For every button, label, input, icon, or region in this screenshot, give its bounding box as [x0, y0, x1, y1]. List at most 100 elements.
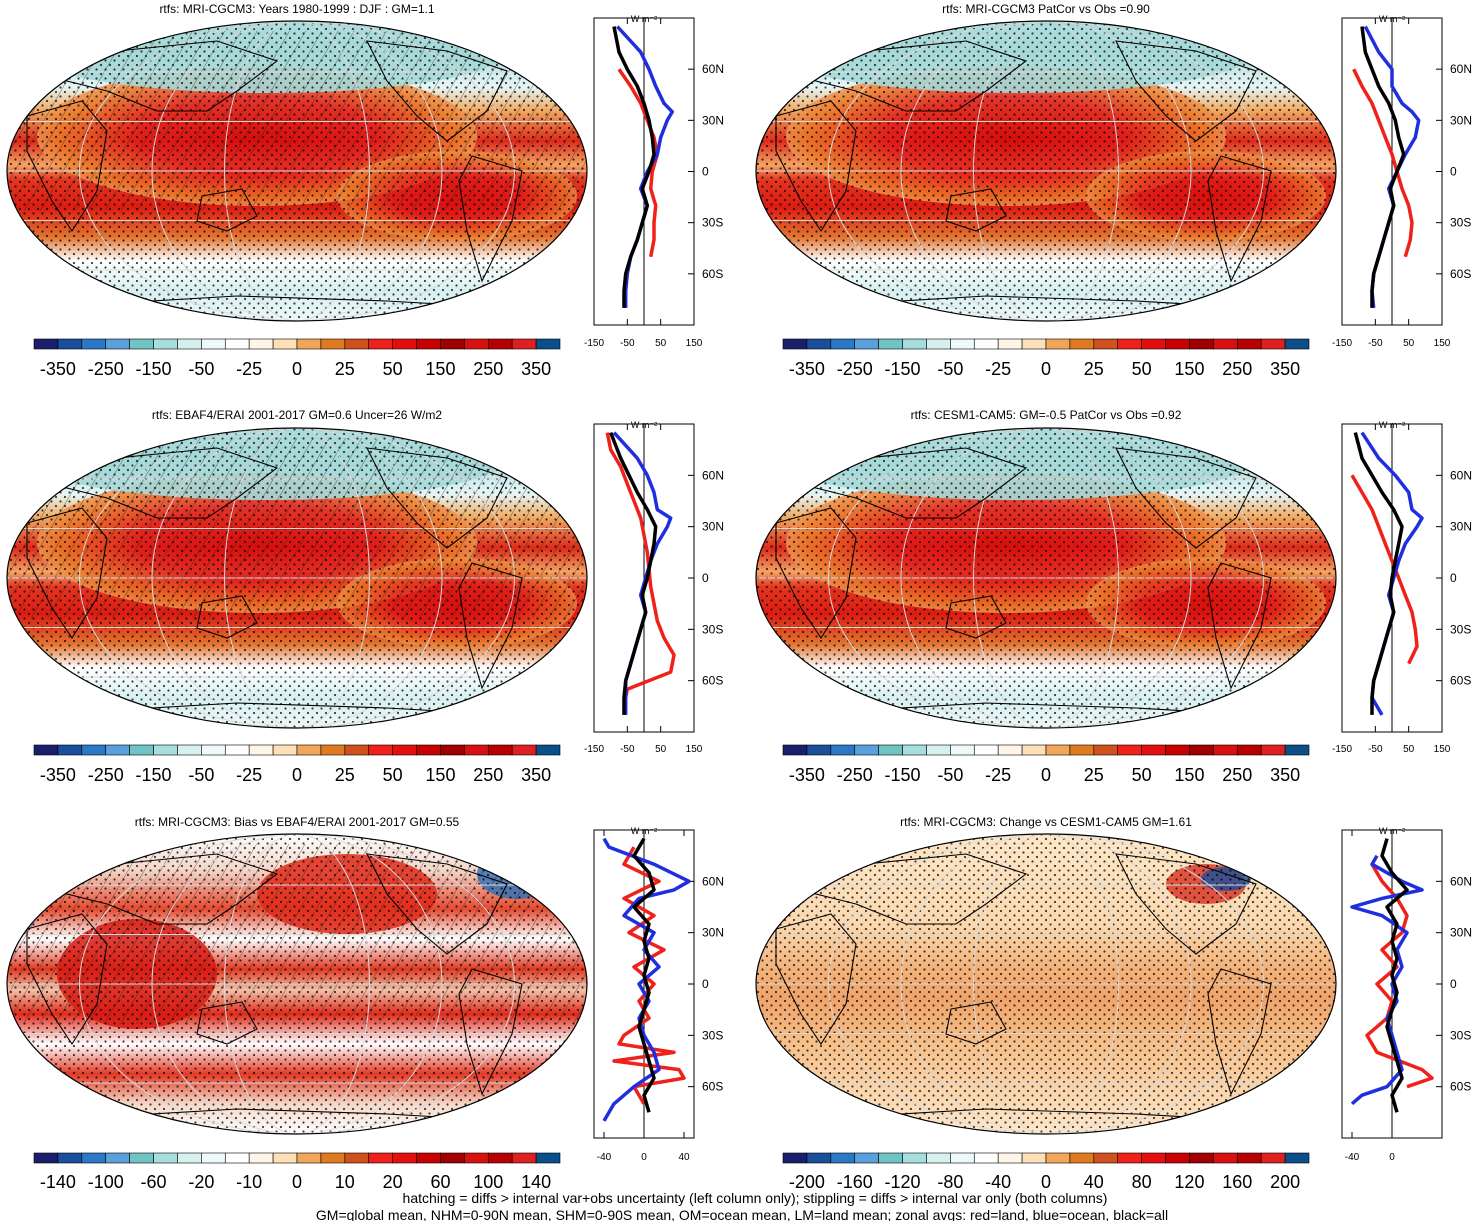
zonal-mean-plot: W m⁻² 60N 30N 0 30S 60S -150 -50 50 150 [1332, 420, 1472, 755]
map-border [755, 833, 1337, 1135]
colorbar-swatch [81, 338, 107, 350]
colorbar-label: 50 [1132, 359, 1152, 379]
colorbar-swatch [296, 1152, 322, 1164]
lat-label: 30N [702, 926, 724, 940]
colorbar-swatch [1117, 338, 1142, 350]
x-tick-label: -150 [1332, 744, 1352, 755]
colorbar-swatch [464, 744, 489, 756]
lat-label: 60N [1450, 874, 1472, 888]
colorbar-label: -25 [985, 359, 1011, 379]
colorbar-swatch [416, 1152, 441, 1164]
colorbar-label: 200 [1270, 1172, 1300, 1192]
colorbar-label: 350 [521, 359, 551, 379]
colorbar-swatch [248, 338, 274, 350]
x-tick-label: -150 [584, 338, 604, 349]
colorbar-label: 0 [292, 359, 302, 379]
colorbar-swatch [1260, 744, 1286, 756]
colorbar-swatch [806, 1152, 832, 1164]
colorbar-swatch [782, 744, 808, 756]
lat-label: 0 [1450, 165, 1457, 179]
colorbar-label: -250 [837, 359, 873, 379]
colorbar-swatch [177, 1152, 202, 1164]
x-tick-label: 150 [686, 338, 703, 349]
lat-label: 60N [702, 62, 724, 76]
colorbar-swatch [177, 338, 202, 350]
colorbar-label: -200 [789, 1172, 825, 1192]
colorbar-swatch [440, 338, 465, 350]
colorbar-swatch [535, 338, 561, 350]
colorbar-swatch [973, 744, 999, 756]
colorbar-swatch [1093, 1152, 1119, 1164]
colorbar-label: -25 [236, 359, 262, 379]
colorbar-swatch [926, 338, 951, 350]
colorbar-swatch [105, 338, 130, 350]
map [756, 21, 1336, 321]
colorbar-swatch [1045, 1152, 1071, 1164]
zonal-units: W m⁻² [1379, 14, 1405, 24]
colorbar-swatch [1069, 1152, 1095, 1164]
colorbar-label: -80 [937, 1172, 963, 1192]
colorbar-label: 80 [1132, 1172, 1152, 1192]
colorbar: -350 -250 -150 -50 -25 0 25 50 150 250 350 [782, 338, 1310, 379]
graticule [7, 21, 587, 321]
zonal-mean-plot: W m⁻² 60N 30N 0 30S 60S -150 -50 50 150 [1332, 14, 1472, 349]
colorbar-label: -20 [188, 1172, 214, 1192]
zonal-series-land [1365, 863, 1434, 1089]
colorbar-swatch [830, 744, 856, 756]
colorbar-label: -150 [136, 359, 172, 379]
colorbar-label: -50 [937, 765, 963, 785]
lat-label: 60S [1450, 267, 1471, 281]
x-tick-label: -40 [1345, 1152, 1360, 1163]
colorbar-label: 0 [1041, 765, 1051, 785]
graticule [7, 834, 587, 1134]
lat-label: 0 [1450, 977, 1457, 991]
lat-label: 30S [1450, 216, 1471, 230]
colorbar-label: -350 [789, 765, 825, 785]
colorbar-swatch [272, 338, 298, 350]
zonal-mean-plot: W m⁻² 60N 30N 0 30S 60S -150 -50 50 150 [584, 420, 724, 755]
colorbar-swatch [392, 744, 417, 756]
colorbar-swatch [1189, 1152, 1214, 1164]
lat-label: 0 [702, 165, 709, 179]
colorbar-swatch [830, 338, 856, 350]
colorbar-swatch [296, 744, 322, 756]
colorbar-swatch [368, 338, 393, 350]
colorbar-swatch [272, 1152, 298, 1164]
colorbar-label: -150 [885, 359, 921, 379]
colorbar-swatch [392, 1152, 417, 1164]
colorbar-swatch [416, 338, 441, 350]
colorbar-swatch [535, 744, 561, 756]
zonal-units: W m⁻² [631, 14, 657, 24]
lat-label: 60S [1450, 674, 1471, 688]
colorbar-swatch [1189, 744, 1214, 756]
colorbar-swatch [782, 338, 808, 350]
colorbar-label: 0 [1041, 359, 1051, 379]
colorbar-label: -100 [88, 1172, 124, 1192]
colorbar-label: -250 [88, 359, 124, 379]
map [756, 428, 1336, 728]
colorbar-swatch [487, 1152, 513, 1164]
lat-label: 30S [1450, 622, 1471, 636]
colorbar: -200 -160 -120 -80 -40 0 40 80 120 160 200 [782, 1152, 1310, 1192]
colorbar-swatch [129, 1152, 154, 1164]
colorbar-swatch [1284, 744, 1310, 756]
colorbar-label: 150 [1174, 765, 1204, 785]
lat-label: 60S [702, 267, 723, 281]
zonal-series-all [612, 26, 656, 308]
colorbar-label: 20 [383, 1172, 403, 1192]
x-tick-label: 50 [1403, 338, 1415, 349]
x-tick-label: -50 [620, 744, 635, 755]
colorbar-label: 140 [521, 1172, 551, 1192]
colorbar-label: 150 [1174, 359, 1204, 379]
map-border [755, 20, 1337, 322]
colorbar-label: 40 [1084, 1172, 1104, 1192]
colorbar-swatch [1165, 744, 1190, 756]
colorbar-label: -350 [40, 359, 76, 379]
colorbar-swatch [902, 744, 927, 756]
lat-label: 60S [702, 674, 723, 688]
x-tick-label: 40 [678, 1152, 690, 1163]
colorbar-swatch [782, 1152, 808, 1164]
lat-label: 30S [702, 216, 723, 230]
colorbar-swatch [416, 744, 441, 756]
panel-title: rtfs: MRI-CGCM3: Years 1980-1999 : DJF :… [159, 2, 434, 16]
